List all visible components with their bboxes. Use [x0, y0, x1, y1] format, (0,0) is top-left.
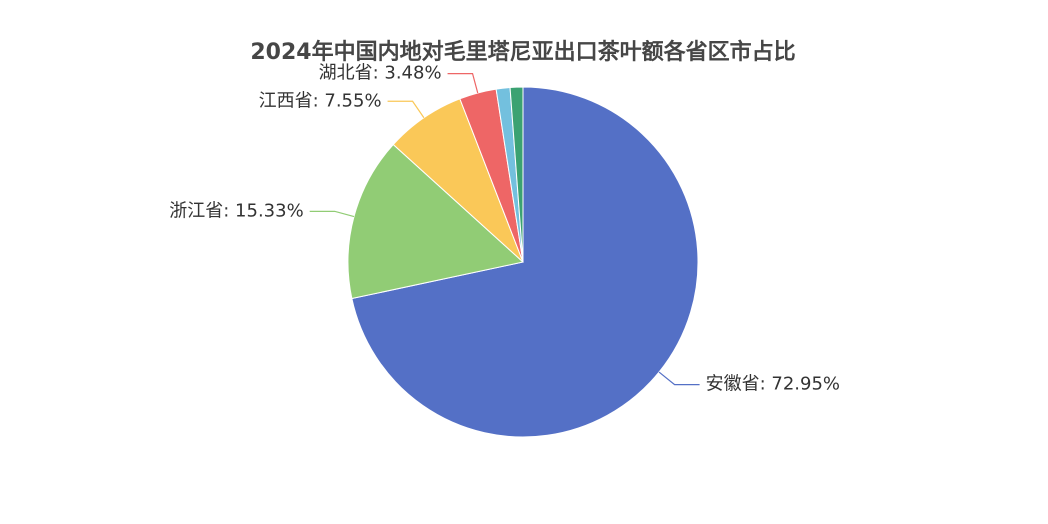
leader-line — [309, 210, 355, 218]
pie-slice — [351, 86, 699, 438]
leader-line — [447, 73, 479, 94]
leader-line — [387, 100, 425, 119]
pie: 安徽省: 72.95% 浙江省: 15.33% 江西省: 7.55% 湖北省: 3.4… — [169, 63, 840, 438]
data-label: 浙江省: 15.33% — [169, 200, 303, 221]
data-label: 安徽省: 72.95% — [706, 374, 840, 395]
chart-title: 2024年中国内地对毛里塔尼亚出口茶叶额各省区市占比 — [250, 39, 795, 65]
pie-slice — [509, 86, 524, 263]
data-label: 湖北省: 3.48% — [319, 63, 442, 84]
data-label: 江西省: 7.55% — [259, 90, 382, 111]
leader-line — [658, 371, 700, 386]
